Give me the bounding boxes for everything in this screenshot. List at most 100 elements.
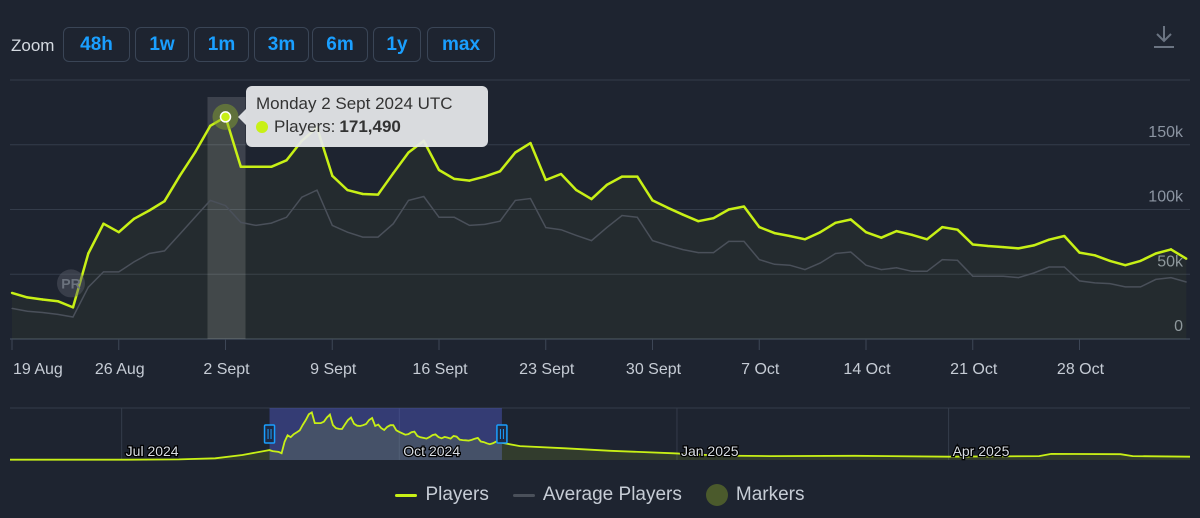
- average-players-point: [819, 262, 821, 264]
- players-point: [407, 151, 410, 154]
- average-players-point: [743, 240, 745, 242]
- tooltip-series-label: Players:: [274, 117, 336, 136]
- x-tick-label: 21 Oct: [950, 361, 998, 378]
- legend: Players Average Players Markers: [0, 484, 1200, 506]
- players-line-icon: [395, 493, 418, 497]
- players-point: [834, 221, 837, 225]
- average-players-point: [118, 271, 120, 273]
- players-point: [590, 197, 593, 201]
- average-players-point: [575, 234, 577, 236]
- players-point: [514, 151, 517, 154]
- highlighted-point: [219, 111, 232, 123]
- average-players-point: [682, 249, 684, 251]
- x-tick-label: 30 Sept: [626, 361, 682, 378]
- average-players-point: [148, 252, 150, 255]
- legend-item-average-players[interactable]: Average Players: [512, 484, 682, 506]
- average-players-point: [87, 286, 89, 288]
- players-point: [1032, 244, 1035, 247]
- average-players-point: [468, 224, 471, 227]
- average-players-point: [1017, 277, 1020, 279]
- y-tick-label: 150k: [1148, 124, 1184, 141]
- players-point: [346, 188, 349, 192]
- average-players-point: [499, 220, 501, 222]
- players-point: [285, 159, 288, 162]
- navigator-line: [10, 410, 1191, 461]
- x-tick-label: 19 Aug: [13, 361, 63, 378]
- average-players-point: [606, 227, 608, 229]
- x-tick-label: 23 Sept: [519, 361, 575, 378]
- average-players-point: [651, 239, 654, 242]
- average-players-point: [1109, 282, 1111, 285]
- average-players-point: [667, 244, 669, 246]
- players-point: [925, 238, 929, 241]
- zoom-button-max[interactable]: max: [427, 27, 495, 62]
- players-point: [1063, 234, 1066, 238]
- average-players-point: [285, 216, 288, 218]
- average-players-point: [41, 311, 44, 314]
- players-point: [971, 243, 974, 246]
- players-point: [803, 238, 807, 241]
- players-point: [529, 141, 532, 145]
- players-point: [1047, 238, 1051, 241]
- average-players-point: [179, 233, 181, 235]
- zoom-button-6m[interactable]: 6m: [312, 27, 368, 62]
- average-players-point: [72, 316, 74, 318]
- players-point: [392, 172, 395, 175]
- y-tick-label: 100k: [1148, 189, 1184, 206]
- average-players-point: [392, 223, 394, 225]
- legend-label: Markers: [735, 484, 805, 505]
- players-point: [239, 165, 242, 168]
- players-point: [605, 183, 608, 187]
- players-point: [453, 177, 456, 181]
- average-players-point: [331, 224, 333, 227]
- y-tick-label: 0: [1174, 318, 1183, 335]
- average-players-point: [804, 268, 806, 271]
- players-point: [575, 188, 578, 192]
- average-players-point: [956, 259, 959, 261]
- zoom-button-1m[interactable]: 1m: [194, 27, 249, 62]
- navigator-handle-left[interactable]: [263, 424, 276, 444]
- players-point: [1185, 257, 1188, 260]
- zoom-button-48h[interactable]: 48h: [63, 27, 130, 62]
- average-players-point: [941, 259, 943, 261]
- average-players-point: [255, 224, 257, 227]
- players-point: [1124, 263, 1127, 267]
- average-players-point: [1048, 266, 1050, 268]
- average-players-point: [1170, 277, 1172, 279]
- average-players-point: [636, 216, 638, 218]
- zoom-button-1y[interactable]: 1y: [373, 27, 421, 62]
- players-area: [12, 116, 1187, 340]
- average-players-point: [1155, 278, 1157, 281]
- average-players-point: [133, 261, 135, 263]
- players-point: [681, 213, 685, 216]
- tooltip-value: 171,490: [339, 117, 401, 136]
- navigator-month-label: Apr 2025: [953, 443, 1010, 459]
- average-players-point: [1033, 272, 1035, 274]
- average-players-point: [773, 263, 776, 265]
- players-point: [193, 151, 197, 154]
- average-players-point: [850, 251, 852, 253]
- legend-item-markers[interactable]: Markers: [705, 484, 805, 506]
- zoom-button-3m[interactable]: 3m: [254, 27, 309, 62]
- x-tick-label: 14 Oct: [843, 361, 891, 378]
- players-point: [666, 206, 669, 210]
- zoom-label: Zoom: [11, 36, 55, 55]
- average-players-line: [11, 189, 1187, 318]
- players-point: [819, 230, 822, 234]
- players-point: [178, 174, 181, 178]
- players-point: [26, 296, 29, 299]
- average-players-point: [209, 199, 211, 202]
- players-point: [742, 205, 746, 208]
- average-players-point: [514, 199, 516, 202]
- players-point: [87, 252, 90, 255]
- players-point: [331, 174, 334, 178]
- players-point: [1108, 259, 1112, 263]
- average-players-point: [1139, 286, 1142, 288]
- navigator-handle-right[interactable]: [496, 424, 508, 444]
- legend-item-players[interactable]: Players: [395, 484, 489, 506]
- download-icon[interactable]: [1152, 24, 1176, 50]
- players-point: [544, 178, 547, 182]
- zoom-button-1w[interactable]: 1w: [135, 27, 189, 62]
- players-point: [941, 225, 944, 229]
